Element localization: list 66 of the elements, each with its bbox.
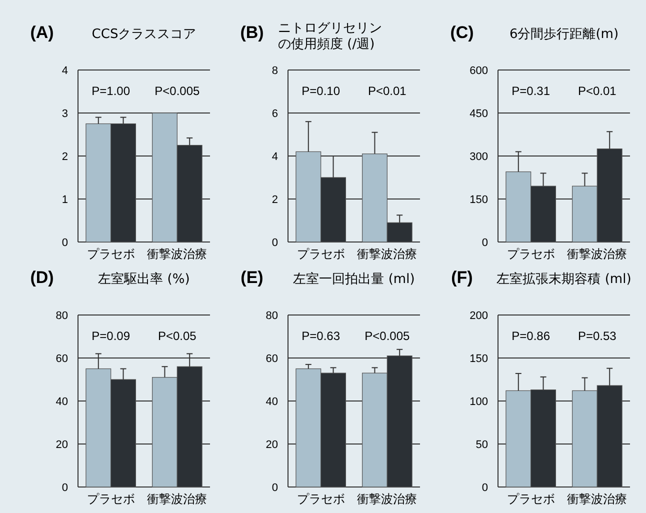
x-tick-label: 衝撃波治療 bbox=[567, 492, 628, 506]
annotation: P=0.53 bbox=[578, 328, 617, 343]
y-tick-label: 80 bbox=[266, 310, 278, 322]
annotation: P=0.09 bbox=[92, 328, 130, 343]
x-tick-label: プラセボ bbox=[296, 247, 345, 261]
x-tick-label: プラセボ bbox=[86, 492, 135, 506]
chart-title: (D) bbox=[30, 268, 54, 287]
y-tick-label: 0 bbox=[482, 482, 488, 494]
annotation: P<0.01 bbox=[578, 84, 617, 98]
annotation: P<0.005 bbox=[154, 84, 200, 98]
annotation: P<0.01 bbox=[368, 84, 407, 98]
y-tick-label: 300 bbox=[470, 150, 488, 163]
chart-subtitle: CCSクラススコア bbox=[92, 27, 196, 42]
y-tick-label: 150 bbox=[470, 194, 488, 206]
x-tick-label: 衝撃波治療 bbox=[147, 492, 208, 506]
y-tick-label: 0 bbox=[272, 482, 278, 494]
y-tick-label: 8 bbox=[272, 64, 278, 77]
y-tick-label: 50 bbox=[476, 438, 488, 451]
y-tick-label: 1 bbox=[62, 194, 68, 206]
y-tick-label: 60 bbox=[56, 352, 68, 365]
y-tick-label: 2 bbox=[272, 194, 278, 206]
y-tick-label: 3 bbox=[62, 108, 68, 120]
chart-title: (C) bbox=[450, 23, 474, 42]
y-tick-label: 600 bbox=[470, 64, 488, 77]
annotation: P=0.63 bbox=[302, 328, 340, 343]
x-tick-label: 衝撃波治療 bbox=[357, 492, 418, 506]
chart-subtitle: 6分間歩行距離(m) bbox=[509, 27, 619, 42]
y-tick-label: 450 bbox=[470, 108, 488, 120]
chart-title: (F) bbox=[451, 268, 473, 287]
x-tick-label: 衝撃波治療 bbox=[357, 247, 418, 261]
x-tick-label: 衝撃波治療 bbox=[567, 247, 628, 261]
x-tick-label: プラセボ bbox=[506, 492, 555, 506]
y-tick-label: 40 bbox=[56, 396, 68, 408]
annotation: P=1.00 bbox=[92, 84, 130, 98]
y-tick-label: 4 bbox=[62, 64, 68, 77]
y-tick-label: 150 bbox=[470, 352, 488, 365]
y-tick-label: 0 bbox=[62, 236, 68, 249]
chart-title: (A) bbox=[30, 23, 54, 42]
chart-subtitle: 左室一回拍出量 (ml) bbox=[293, 271, 415, 287]
chart-subtitle: 左室駆出率 (%) bbox=[98, 271, 190, 287]
annotation: P=0.31 bbox=[512, 84, 550, 98]
chart-subtitle: 左室拡張末期容積 (ml) bbox=[496, 271, 632, 287]
chart-title: (E) bbox=[240, 268, 264, 287]
y-tick-label: 40 bbox=[266, 396, 278, 408]
y-tick-label: 0 bbox=[62, 482, 68, 494]
x-tick-label: 衝撃波治療 bbox=[147, 247, 208, 261]
y-tick-label: 60 bbox=[266, 352, 278, 365]
annotation: P<0.005 bbox=[364, 328, 410, 343]
annotation: P=0.86 bbox=[512, 328, 550, 343]
x-tick-label: プラセボ bbox=[506, 247, 555, 261]
y-tick-label: 200 bbox=[470, 310, 488, 322]
chart-subtitle: ニトログリセリンの使用頻度 (/週) bbox=[278, 21, 382, 52]
y-tick-label: 4 bbox=[272, 150, 278, 163]
annotation: P=0.10 bbox=[302, 84, 340, 98]
y-tick-label: 0 bbox=[272, 236, 278, 249]
y-tick-label: 20 bbox=[56, 438, 68, 451]
x-tick-label: プラセボ bbox=[86, 247, 135, 261]
y-tick-label: 6 bbox=[272, 108, 278, 120]
y-tick-label: 20 bbox=[266, 438, 278, 451]
chart-title: (B) bbox=[240, 23, 264, 42]
y-tick-label: 2 bbox=[62, 150, 68, 163]
x-tick-label: プラセボ bbox=[296, 492, 345, 506]
annotation: P<0.05 bbox=[158, 328, 197, 343]
y-tick-label: 80 bbox=[56, 310, 68, 322]
y-tick-label: 0 bbox=[482, 236, 488, 249]
y-tick-label: 100 bbox=[470, 396, 488, 408]
